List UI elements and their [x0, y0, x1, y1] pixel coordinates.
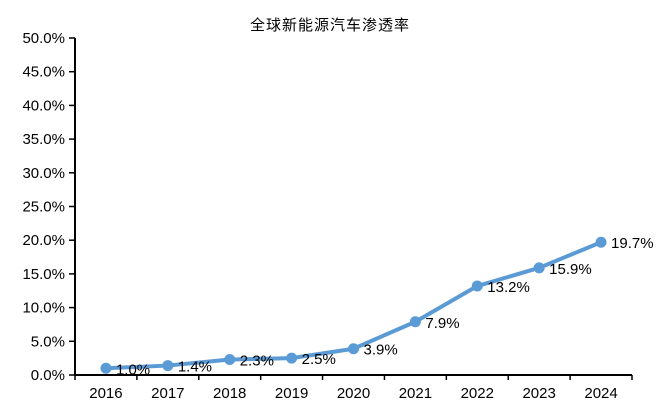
x-axis-tick-label: 2016	[89, 385, 122, 402]
y-axis-tick-label: 0.0%	[31, 367, 65, 384]
data-label: 1.4%	[178, 359, 212, 376]
y-axis-tick-label: 5.0%	[31, 333, 65, 350]
data-label: 1.0%	[116, 361, 150, 378]
x-axis-tick-label: 2021	[399, 385, 432, 402]
data-label: 2.3%	[240, 352, 274, 369]
x-axis-tick-label: 2020	[337, 385, 370, 402]
data-point-marker	[348, 343, 359, 355]
y-axis-tick-label: 30.0%	[22, 165, 65, 182]
data-point-marker	[224, 353, 236, 365]
data-point-marker	[162, 360, 174, 372]
data-label: 19.7%	[611, 235, 654, 252]
y-axis-tick-label: 10.0%	[22, 300, 65, 317]
x-axis-tick-label: 2023	[522, 385, 555, 402]
x-axis-tick-label: 2022	[461, 385, 494, 402]
data-point-marker	[471, 280, 483, 292]
data-label: 13.2%	[487, 279, 530, 296]
x-axis-tick-label: 2017	[151, 385, 184, 402]
y-axis-tick-label: 45.0%	[22, 64, 65, 81]
data-label: 15.9%	[549, 261, 592, 278]
data-point-marker	[100, 362, 112, 374]
data-label: 3.9%	[364, 342, 398, 359]
y-axis-tick-label: 20.0%	[22, 232, 65, 249]
y-axis-tick-label: 50.0%	[22, 30, 65, 47]
x-axis-tick-label: 2018	[213, 385, 246, 402]
data-point-marker	[286, 352, 298, 364]
chart-title: 全球新能源汽车渗透率	[249, 18, 410, 34]
y-axis-tick-label: 15.0%	[22, 266, 65, 283]
data-point-marker	[409, 316, 421, 328]
x-axis-tick-label: 2024	[584, 385, 617, 402]
y-axis-tick-label: 25.0%	[22, 199, 65, 216]
x-axis-tick-label: 2019	[275, 385, 308, 402]
data-label: 2.5%	[302, 351, 336, 368]
data-point-marker	[595, 236, 607, 248]
y-axis-tick-label: 40.0%	[22, 97, 65, 114]
data-point-marker	[533, 262, 545, 274]
y-axis-tick-label: 35.0%	[22, 131, 65, 148]
data-label: 7.9%	[425, 315, 459, 332]
